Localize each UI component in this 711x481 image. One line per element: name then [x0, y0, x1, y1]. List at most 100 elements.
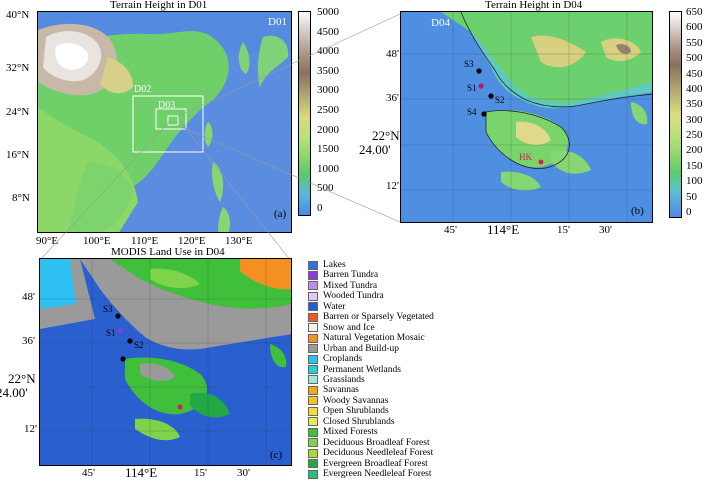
- legend-item: Evergreen Needleleaf Forest: [308, 469, 432, 479]
- legend-swatch: [308, 333, 318, 343]
- legend-swatch: [308, 270, 318, 280]
- legend-label: Lakes: [323, 260, 346, 270]
- station-label-hk: HK: [519, 152, 532, 162]
- legend-label: Water: [323, 301, 346, 312]
- panel-b-lat-tick: 36': [386, 92, 399, 104]
- legend-label: Mixed Forests: [323, 427, 378, 438]
- panel-a-lat-tick: 24°N: [6, 106, 30, 118]
- legend-swatch: [308, 385, 318, 395]
- panel-c-lat-main: 22°N: [8, 371, 36, 386]
- panel-b-colorbar: [669, 11, 682, 218]
- legend-label: Grasslands: [323, 374, 365, 385]
- legend-item: Snow and Ice: [308, 323, 375, 333]
- legend-swatch: [308, 469, 318, 479]
- panel-a-lat-tick: 40°N: [6, 9, 30, 21]
- legend-label: Closed Shrublands: [323, 416, 395, 427]
- colorbar-tick-label: 5000: [317, 6, 339, 18]
- legend-item: Deciduous Needleleaf Forest: [308, 448, 433, 458]
- colorbar-tick-label: 0: [686, 206, 692, 218]
- colorbar-tick-label: 500: [317, 182, 334, 195]
- legend-item: Evergreen Broadleaf Forest: [308, 459, 428, 469]
- panel-b-lat-tick: 48': [386, 48, 399, 60]
- legend-swatch: [308, 312, 318, 322]
- legend-item: Grasslands: [308, 375, 365, 385]
- panel-b-lon-tick: 15': [557, 224, 570, 236]
- colorbar-tick-label: 0: [317, 202, 323, 214]
- station-label: S2: [134, 340, 144, 350]
- legend-item: Barren Tundra: [308, 270, 378, 280]
- legend-label: Barren Tundra: [323, 270, 379, 281]
- colorbar-tick-label: 3500: [317, 64, 339, 77]
- colorbar-tick-label: 500: [686, 52, 703, 65]
- legend-swatch: [308, 375, 318, 385]
- station-label: S4: [467, 107, 477, 117]
- legend-item: Closed Shrublands: [308, 417, 395, 427]
- panel-b-lon-tick: 45': [444, 224, 457, 236]
- legend-swatch: [308, 354, 318, 364]
- legend-swatch: [308, 448, 318, 458]
- legend-label: Urban and Build-up: [323, 343, 399, 354]
- d02-label: D02: [134, 84, 152, 95]
- legend-swatch: [308, 427, 318, 437]
- colorbar-tick-label: 3000: [317, 84, 339, 97]
- panel-c-lon-tick: 30': [237, 467, 250, 479]
- panel-a-title: Terrain Height in D01: [110, 0, 208, 11]
- d03-label: D03: [158, 100, 176, 111]
- panel-c-lon-tick: 15': [194, 467, 207, 479]
- legend-item: Deciduous Broadleaf Forest: [308, 438, 430, 448]
- legend-label: Savannas: [323, 385, 359, 396]
- panel-c-lat-tick: 36': [22, 335, 35, 347]
- panel-c-lon-tick: 45': [82, 467, 95, 479]
- colorbar-tick-label: 600: [686, 21, 703, 34]
- station-label: S1: [467, 83, 477, 93]
- legend-item: Permanent Wetlands: [308, 365, 401, 375]
- panel-c-lat-tick: 48': [22, 291, 35, 303]
- d01-label: D01: [268, 16, 287, 28]
- legend-swatch: [308, 344, 318, 354]
- legend-label: Mixed Tundra: [323, 280, 378, 291]
- panel-a-lat-tick: 16°N: [6, 149, 30, 161]
- colorbar-tick-label: 350: [686, 98, 703, 111]
- legend-label: Open Shrublands: [323, 406, 389, 417]
- legend-swatch: [308, 438, 318, 448]
- panel-c-lat-tick: 12': [24, 423, 37, 435]
- legend-label: Evergreen Broadleaf Forest: [323, 458, 428, 469]
- legend-swatch: [308, 323, 318, 333]
- legend-item: Mixed Tundra: [308, 281, 377, 291]
- legend-item: Barren or Sparsely Vegetated: [308, 312, 434, 322]
- panel-a-lon-tick: 130°E: [225, 235, 253, 247]
- colorbar-tick-label: 650: [686, 6, 703, 18]
- panel-a-lon-tick: 90°E: [36, 235, 59, 247]
- panel-c-map: S3 S1 S2 (c): [39, 258, 292, 466]
- legend-item: Mixed Forests: [308, 427, 378, 437]
- legend-item: Natural Vegetation Mosaic: [308, 333, 425, 343]
- terrain-d04-image: [401, 12, 652, 222]
- legend-swatch: [308, 417, 318, 427]
- legend-item: Savannas: [308, 385, 359, 395]
- panel-a-lat-tick: 8°N: [12, 192, 30, 204]
- terrain-d01-image: [38, 12, 291, 232]
- legend-swatch: [308, 459, 318, 469]
- colorbar-tick-label: 2500: [317, 104, 339, 116]
- colorbar-tick-label: 50: [686, 190, 697, 203]
- panel-c-lon-tick: 114°E: [125, 465, 158, 480]
- legend-label: Deciduous Broadleaf Forest: [323, 437, 430, 448]
- legend-label: Woody Savannas: [323, 395, 389, 406]
- legend-label: Evergreen Needleleaf Forest: [323, 469, 432, 479]
- panel-c-title: MODIS Land Use in D04: [111, 246, 225, 258]
- colorbar-tick-label: 150: [686, 159, 703, 172]
- panel-a-map: D01 D02 D03 (a): [37, 11, 292, 233]
- legend-item: Wooded Tundra: [308, 291, 384, 301]
- panel-a-lat-tick: 32°N: [6, 62, 30, 74]
- panel-b-lat-main: 24.00': [359, 142, 391, 157]
- legend-item: Water: [308, 302, 345, 312]
- legend-item: Open Shrublands: [308, 406, 389, 416]
- panel-a-lon-tick: 120°E: [178, 235, 206, 247]
- colorbar-tick-label: 2000: [317, 123, 339, 136]
- colorbar-tick-label: 400: [686, 82, 703, 95]
- panel-a-lon-tick: 110°E: [131, 235, 159, 247]
- colorbar-tick-label: 450: [686, 67, 703, 80]
- panel-b-map: D04 S3 S1 S2 S4 HK (b): [400, 11, 653, 223]
- legend-item: Urban and Build-up: [308, 344, 399, 354]
